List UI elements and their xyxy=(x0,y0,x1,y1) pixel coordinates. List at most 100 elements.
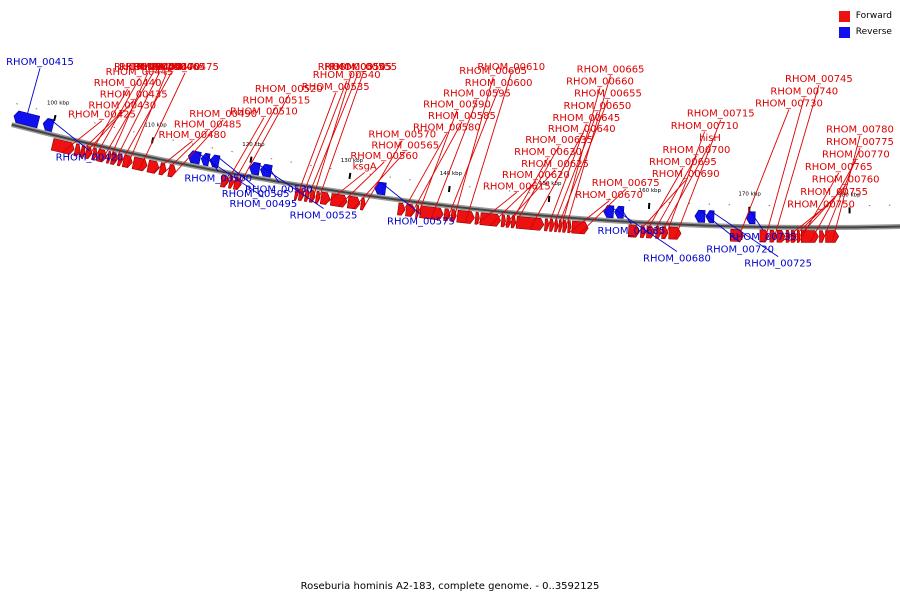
forward-gene-label: RHOM_00585 xyxy=(428,111,496,122)
forward-gene-leader xyxy=(529,134,583,230)
forward-gene-label: RHOM_00430 xyxy=(88,101,156,112)
forward-gene[interactable] xyxy=(456,209,475,224)
reverse-gene[interactable] xyxy=(200,152,211,167)
forward-gene-label: RHOM_00650 xyxy=(564,101,632,112)
forward-gene[interactable] xyxy=(776,229,786,243)
forward-gene-leader xyxy=(555,99,609,232)
forward-gene-label: RHOM_00580 xyxy=(413,122,481,133)
reverse-gene-label: RHOM_00530 xyxy=(245,185,313,196)
forward-gene-label: RHOM_00570 xyxy=(368,130,436,141)
forward-gene[interactable] xyxy=(346,195,361,210)
forward-gene[interactable] xyxy=(397,202,406,216)
forward-gene[interactable] xyxy=(121,154,133,169)
forward-gene-label: RHOM_00470 xyxy=(133,62,201,73)
forward-gene[interactable] xyxy=(825,230,840,243)
forward-gene-leader xyxy=(400,133,448,216)
forward-gene[interactable] xyxy=(450,209,457,223)
reverse-gene[interactable] xyxy=(42,118,55,132)
forward-gene-leader xyxy=(502,169,556,228)
reverse-gene[interactable] xyxy=(694,209,706,223)
forward-gene-label: RHOM_00600 xyxy=(465,78,533,89)
forward-gene[interactable] xyxy=(769,229,777,243)
forward-gene-leader xyxy=(642,167,684,238)
forward-gene-leader xyxy=(61,120,103,154)
forward-gene[interactable] xyxy=(314,190,321,204)
forward-gene[interactable] xyxy=(167,164,177,178)
forward-gene-leader xyxy=(311,72,353,203)
forward-gene-label: RHOM_00775 xyxy=(826,137,894,148)
forward-gene-label: RHOM_00700 xyxy=(663,145,731,156)
forward-gene-leader xyxy=(81,100,135,158)
forward-gene-leader xyxy=(229,106,277,189)
forward-gene-label: RHOM_00465 xyxy=(137,62,205,73)
forward-gene[interactable] xyxy=(79,144,86,158)
forward-gene-label: RHOM_00655 xyxy=(574,89,642,100)
reverse-gene-leader xyxy=(27,68,41,114)
forward-gene[interactable] xyxy=(220,174,229,188)
forward-gene[interactable] xyxy=(474,211,480,225)
legend-reverse[interactable]: Reverse xyxy=(838,24,892,40)
forward-gene-label: RHOM_00770 xyxy=(822,149,890,160)
reverse-gene[interactable] xyxy=(374,181,387,196)
forward-gene[interactable] xyxy=(73,143,81,157)
forward-gene-leader xyxy=(316,72,364,204)
reverse-gene[interactable] xyxy=(249,161,261,176)
caption: Roseburia hominis A2-183, complete genom… xyxy=(300,581,600,592)
reverse-gene-leader xyxy=(709,210,779,257)
forward-gene[interactable] xyxy=(96,148,108,163)
forward-gene[interactable] xyxy=(319,191,331,205)
forward-gene-label: RHOM_00635 xyxy=(525,135,593,146)
legend-forward-swatch xyxy=(838,10,850,22)
forward-gene-leader xyxy=(118,72,172,167)
reverse-gene-label: RHOM_00505 xyxy=(222,189,290,200)
forward-gene[interactable] xyxy=(443,208,451,222)
forward-gene[interactable] xyxy=(146,159,160,174)
tick-label: 130 kbp xyxy=(341,158,364,164)
forward-gene[interactable] xyxy=(84,145,93,160)
forward-gene-label: RHOM_00645 xyxy=(552,113,620,124)
forward-gene-leader xyxy=(657,143,711,239)
forward-gene-leader xyxy=(409,121,463,217)
forward-gene-label: RHOM_00715 xyxy=(687,109,755,120)
forward-gene-leader xyxy=(223,117,265,188)
forward-gene-leader xyxy=(772,85,820,243)
forward-gene[interactable] xyxy=(567,220,572,234)
forward-gene-leader xyxy=(821,147,861,243)
forward-gene-leader xyxy=(430,99,478,220)
forward-gene-label: RHOM_00480 xyxy=(158,130,226,141)
reverse-gene-label: RHOM_00735 xyxy=(729,232,797,243)
forward-gene-label: RHOM_00475 xyxy=(151,62,219,73)
forward-gene[interactable] xyxy=(800,230,819,243)
reverse-gene[interactable] xyxy=(187,150,202,165)
forward-gene-label: RHOM_00520 xyxy=(255,84,323,95)
tick-label: 150 kbp xyxy=(539,181,562,187)
forward-gene-label: RHOM_00610 xyxy=(477,62,545,73)
forward-gene-leader xyxy=(545,123,587,232)
forward-gene[interactable] xyxy=(50,138,75,155)
reverse-gene-leader xyxy=(215,154,256,188)
legend-forward-label: Forward xyxy=(855,11,892,21)
forward-gene[interactable] xyxy=(297,188,305,202)
reverse-gene-leader xyxy=(266,164,280,183)
forward-gene[interactable] xyxy=(500,214,506,228)
legend-forward[interactable]: Forward xyxy=(838,8,892,24)
forward-gene[interactable] xyxy=(819,230,825,243)
reverse-gene[interactable] xyxy=(13,110,41,129)
forward-gene[interactable] xyxy=(109,151,118,165)
forward-gene-label: RHOM_00755 xyxy=(800,187,868,198)
reverse-gene[interactable] xyxy=(209,154,221,169)
forward-gene-leader xyxy=(126,72,168,168)
forward-gene[interactable] xyxy=(515,215,545,231)
forward-gene-label: RHOM_00760 xyxy=(812,174,880,185)
forward-gene[interactable] xyxy=(419,205,444,221)
forward-gene-leader xyxy=(295,92,337,200)
forward-gene[interactable] xyxy=(479,212,501,227)
forward-gene[interactable] xyxy=(405,203,416,217)
forward-gene[interactable] xyxy=(562,219,568,233)
reverse-gene-label: RHOM_00720 xyxy=(706,244,774,255)
reverse-gene[interactable] xyxy=(603,205,615,219)
reverse-gene-leader xyxy=(205,153,219,172)
forward-gene-leader xyxy=(736,109,790,242)
tick-label: 140 kbp xyxy=(440,171,463,177)
forward-gene-leader xyxy=(798,172,840,243)
